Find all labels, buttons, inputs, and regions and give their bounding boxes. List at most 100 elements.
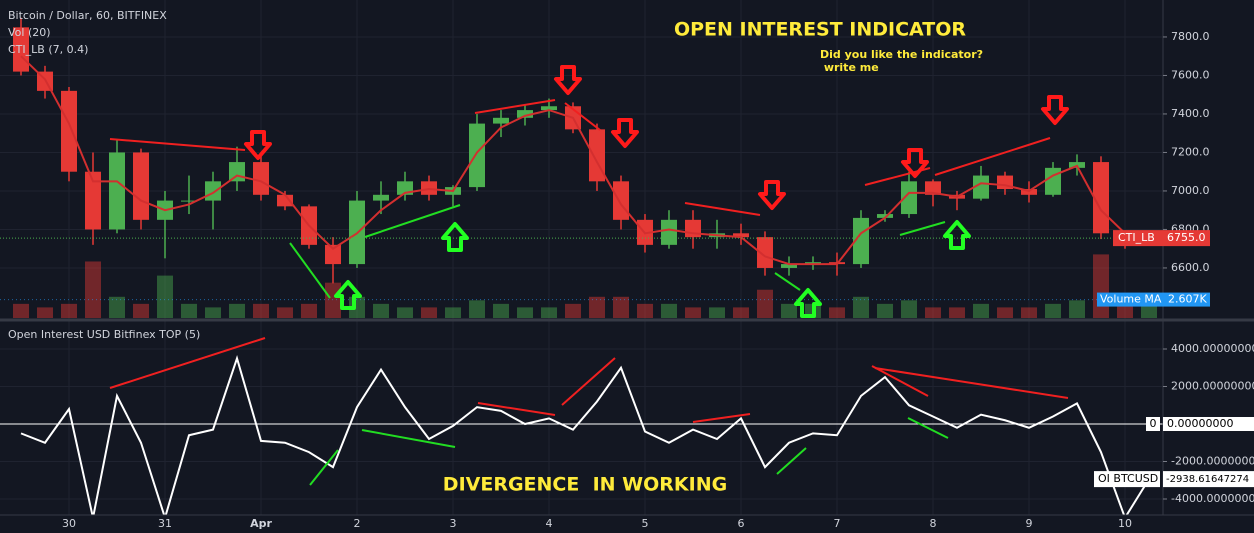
candle-body — [109, 152, 125, 230]
candle-body — [325, 244, 341, 265]
series-label-box — [1163, 471, 1254, 488]
zero-label-value: 0.00000000 — [1167, 417, 1233, 430]
volume-bar — [229, 303, 245, 318]
candle-body — [181, 200, 197, 202]
y-tick-label: 6600.0 — [1171, 261, 1210, 274]
series-label-name: OI BTCUSD — [1098, 472, 1158, 485]
series-label-box — [1094, 471, 1160, 488]
volume-bar — [1069, 300, 1085, 318]
series-label-value: -2938.61647274 — [1166, 474, 1249, 485]
candle-body — [205, 181, 221, 201]
volume-bar — [685, 307, 701, 318]
volume-bar — [877, 303, 893, 318]
x-tick-label: 10 — [1118, 517, 1132, 530]
y-tick-label: 4000.00000000 — [1171, 342, 1254, 355]
volume-bar — [157, 275, 173, 318]
indicator-legend: Vol (20) — [8, 26, 51, 39]
volume-bar — [37, 307, 53, 318]
volume-bar — [613, 296, 629, 318]
candle-body — [781, 264, 797, 268]
volume-bar — [589, 296, 605, 318]
arrow-down — [901, 148, 929, 178]
y-tick-label: 7600.0 — [1171, 68, 1210, 81]
volume-bar — [373, 303, 389, 318]
volume-bar — [181, 303, 197, 318]
volume-bar — [445, 307, 461, 318]
volume-bar — [829, 307, 845, 318]
x-tick-label: 30 — [62, 517, 76, 530]
x-tick-label: 9 — [1026, 517, 1033, 530]
candle-body — [85, 171, 101, 230]
candle-body — [853, 217, 869, 265]
volume-bar — [493, 303, 509, 318]
pane-title: Open Interest USD Bitfinex TOP (5) — [8, 328, 200, 341]
volume-bar — [541, 307, 557, 318]
x-tick-label: Apr — [250, 517, 272, 530]
volume-bar — [301, 303, 317, 318]
volume-bar — [13, 303, 29, 318]
volume-bar — [469, 300, 485, 318]
zero-label-box — [1163, 417, 1254, 432]
y-tick-label: 7000.0 — [1171, 184, 1210, 197]
volume-bar — [637, 303, 653, 318]
arrow-up — [334, 280, 362, 310]
arrow-up — [794, 288, 822, 318]
candle-body — [1093, 162, 1109, 234]
cti-line — [20, 55, 1150, 266]
volume-bar — [901, 300, 917, 318]
candle-body — [613, 181, 629, 220]
x-tick-label: 3 — [450, 517, 457, 530]
volume-bar — [397, 307, 413, 318]
volume-ma-value: 2.607K — [1168, 293, 1207, 306]
x-tick-label: 31 — [158, 517, 172, 530]
candle-body — [61, 90, 77, 172]
volume-bar — [925, 307, 941, 318]
volume-bar — [709, 307, 725, 318]
volume-bar — [109, 296, 125, 318]
y-tick-label: 7200.0 — [1171, 145, 1210, 158]
x-tick-label: 8 — [930, 517, 937, 530]
arrow-up — [943, 220, 971, 250]
volume-bar — [205, 307, 221, 318]
candle-body — [757, 237, 773, 268]
volume-ma-name: Volume MA — [1100, 293, 1162, 306]
candle-body — [517, 110, 533, 118]
y-tick-label: -2000.00000000 — [1171, 455, 1254, 468]
arrow-down — [611, 118, 639, 148]
oi-line — [20, 355, 1150, 515]
volume-bar — [733, 307, 749, 318]
volume-bar — [133, 303, 149, 318]
annotation: Did you like the indicator? — [820, 48, 983, 61]
drawings — [109, 65, 1069, 486]
volume-bar — [517, 307, 533, 318]
annotation: write me — [820, 61, 879, 74]
volume-bar — [1141, 303, 1157, 318]
candle-body — [733, 233, 749, 238]
arrow-down — [758, 180, 786, 210]
arrow-up — [441, 222, 469, 252]
candle-body — [925, 181, 941, 195]
volume-bar — [949, 307, 965, 318]
indicator-legend: CTI_LB (7, 0.4) — [8, 43, 88, 56]
price-label-box — [1113, 230, 1210, 247]
price-label-value: 6755.0 — [1167, 231, 1206, 244]
volume-bar — [253, 303, 269, 318]
candle-body — [253, 162, 269, 195]
candle-body — [277, 194, 293, 207]
candle-body — [973, 175, 989, 199]
arrow-down — [1041, 95, 1069, 125]
volume-bar — [781, 303, 797, 318]
x-tick-label: 2 — [354, 517, 361, 530]
candle-body — [133, 152, 149, 220]
volume-bar — [85, 261, 101, 318]
price-label-name: CTI_LB — [1118, 231, 1155, 244]
zero-label-name: 0 — [1150, 417, 1157, 430]
annotation: OPEN INTEREST INDICATOR — [674, 19, 966, 41]
volume-bar — [1093, 254, 1109, 318]
volume-bar — [421, 307, 437, 318]
volume-bar — [757, 289, 773, 318]
y-tick-label: -4000.00000000 — [1171, 492, 1254, 505]
arrow-down — [244, 130, 272, 160]
